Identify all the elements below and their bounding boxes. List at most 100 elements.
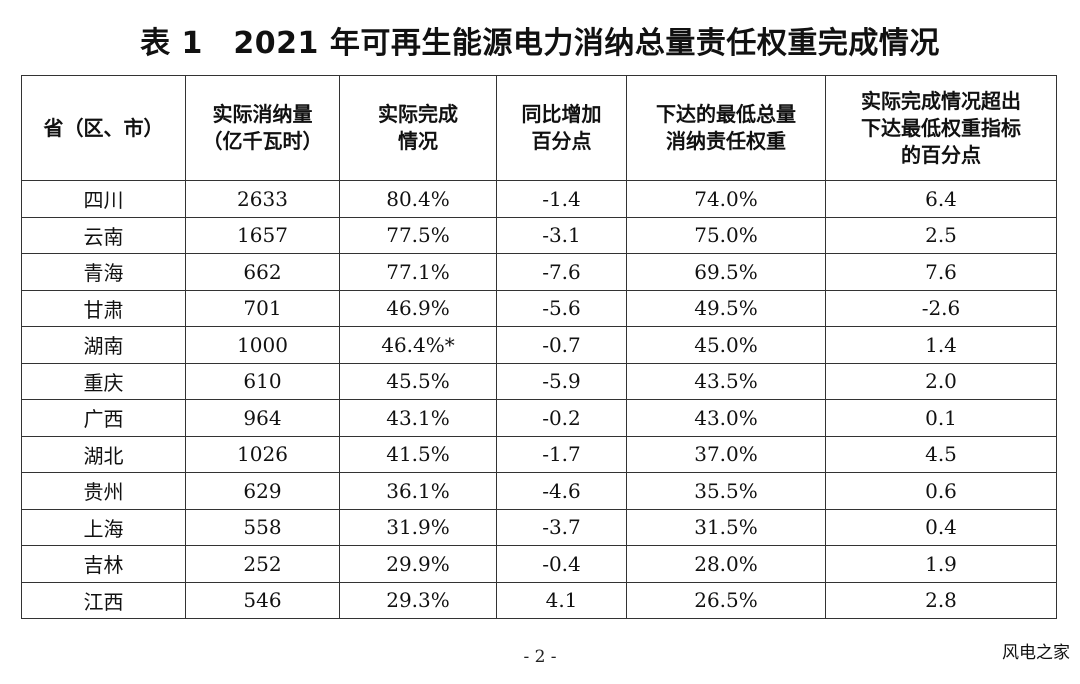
cell-yoy-change: -0.2 [496,399,627,437]
cell-exceed-points: 7.6 [825,253,1057,291]
cell-actual-consumption: 558 [185,508,340,546]
cell-actual-consumption: 629 [185,472,340,510]
cell-yoy-change: 4.1 [496,581,627,619]
cell-yoy-change: -7.6 [496,253,627,291]
cell-province: 湖北 [21,435,186,473]
cell-minimum-weight: 37.0% [626,435,826,473]
cell-minimum-weight: 75.0% [626,216,826,254]
table-row: 重庆 610 45.5% -5.9 43.5% 2.0 [21,362,1057,400]
cell-province: 四川 [21,180,186,218]
cell-province: 广西 [21,399,186,437]
cell-exceed-points: 2.5 [825,216,1057,254]
cell-actual-consumption: 610 [185,362,340,400]
cell-yoy-change: -3.7 [496,508,627,546]
header-exceed-points: 实际完成情况超出 下达最低权重指标 的百分点 [825,75,1057,181]
source-watermark: 风电之家 [1002,643,1070,663]
table-row: 云南 1657 77.5% -3.1 75.0% 2.5 [21,216,1057,254]
cell-actual-completion: 46.4%* [339,326,497,364]
cell-actual-completion: 77.5% [339,216,497,254]
cell-actual-completion: 41.5% [339,435,497,473]
header-line: 的百分点 [901,142,981,167]
table-row: 江西 546 29.3% 4.1 26.5% 2.8 [21,581,1057,619]
cell-actual-completion: 29.3% [339,581,497,619]
cell-actual-consumption: 2633 [185,180,340,218]
cell-province: 甘肃 [21,289,186,327]
cell-yoy-change: -5.9 [496,362,627,400]
cell-actual-consumption: 546 [185,581,340,619]
header-actual-consumption: 实际消纳量 （亿千瓦时） [185,75,340,181]
table-title: 表 1 2021 年可再生能源电力消纳总量责任权重完成情况 [140,26,940,61]
cell-province: 青海 [21,253,186,291]
cell-province: 湖南 [21,326,186,364]
cell-exceed-points: 0.4 [825,508,1057,546]
cell-exceed-points: 6.4 [825,180,1057,218]
cell-actual-consumption: 252 [185,545,340,583]
header-line: 下达最低权重指标 [861,115,1021,140]
header-line: 省（区、市） [43,115,164,140]
cell-province: 贵州 [21,472,186,510]
cell-actual-completion: 29.9% [339,545,497,583]
table-header-row: 省（区、市） 实际消纳量 （亿千瓦时） 实际完成 情况 同比增加 百分点 下达的最低总量 消纳责… [21,75,1057,181]
cell-province: 重庆 [21,362,186,400]
header-line: 实际完成情况超出 [861,88,1021,113]
cell-yoy-change: -3.1 [496,216,627,254]
header-province: 省（区、市） [21,75,186,181]
cell-minimum-weight: 69.5% [626,253,826,291]
table-row: 贵州 629 36.1% -4.6 35.5% 0.6 [21,472,1057,510]
cell-province: 云南 [21,216,186,254]
table-row: 四川 2633 80.4% -1.4 74.0% 6.4 [21,180,1057,218]
cell-yoy-change: -5.6 [496,289,627,327]
cell-minimum-weight: 49.5% [626,289,826,327]
cell-exceed-points: 1.9 [825,545,1057,583]
cell-actual-completion: 43.1% [339,399,497,437]
header-yoy-change: 同比增加 百分点 [496,75,627,181]
cell-minimum-weight: 43.5% [626,362,826,400]
table-row: 甘肃 701 46.9% -5.6 49.5% -2.6 [21,289,1057,327]
cell-yoy-change: -0.4 [496,545,627,583]
cell-yoy-change: -1.7 [496,435,627,473]
cell-actual-consumption: 1000 [185,326,340,364]
header-line: 同比增加 [521,102,602,126]
cell-minimum-weight: 35.5% [626,472,826,510]
cell-yoy-change: -1.4 [496,180,627,218]
page-number: - 2 - [523,647,557,667]
cell-exceed-points: 4.5 [825,435,1057,473]
table-row: 上海 558 31.9% -3.7 31.5% 0.4 [21,508,1057,546]
cell-exceed-points: -2.6 [825,289,1057,327]
cell-province: 吉林 [21,545,186,583]
cell-yoy-change: -0.7 [496,326,627,364]
table-body: 四川 2633 80.4% -1.4 74.0% 6.4 云南 1657 77.5% -3.1 75… [21,180,1057,619]
table-row: 广西 964 43.1% -0.2 43.0% 0.1 [21,399,1057,437]
header-line: 下达的最低总量 [656,102,796,126]
header-minimum-weight: 下达的最低总量 消纳责任权重 [626,75,826,181]
header-actual-completion: 实际完成 情况 [339,75,497,181]
cell-actual-completion: 46.9% [339,289,497,327]
cell-actual-completion: 31.9% [339,508,497,546]
cell-minimum-weight: 26.5% [626,581,826,619]
cell-province: 江西 [21,581,186,619]
table-row: 青海 662 77.1% -7.6 69.5% 7.6 [21,253,1057,291]
cell-minimum-weight: 31.5% [626,508,826,546]
header-line: 百分点 [531,129,592,153]
cell-actual-completion: 77.1% [339,253,497,291]
cell-minimum-weight: 28.0% [626,545,826,583]
cell-exceed-points: 2.8 [825,581,1057,619]
cell-actual-completion: 36.1% [339,472,497,510]
cell-exceed-points: 0.6 [825,472,1057,510]
cell-actual-consumption: 701 [185,289,340,327]
header-line: 情况 [398,129,438,153]
consumption-table: 省（区、市） 实际消纳量 （亿千瓦时） 实际完成 情况 同比增加 百分点 下达的最低总量 消纳责… [21,75,1057,619]
cell-exceed-points: 0.1 [825,399,1057,437]
cell-province: 上海 [21,508,186,546]
cell-actual-consumption: 964 [185,399,340,437]
cell-actual-completion: 80.4% [339,180,497,218]
cell-actual-consumption: 1026 [185,435,340,473]
cell-actual-completion: 45.5% [339,362,497,400]
cell-minimum-weight: 45.0% [626,326,826,364]
header-line: （亿千瓦时） [202,129,323,153]
cell-actual-consumption: 662 [185,253,340,291]
cell-actual-consumption: 1657 [185,216,340,254]
header-line: 实际完成 [378,102,458,126]
cell-exceed-points: 1.4 [825,326,1057,364]
cell-yoy-change: -4.6 [496,472,627,510]
